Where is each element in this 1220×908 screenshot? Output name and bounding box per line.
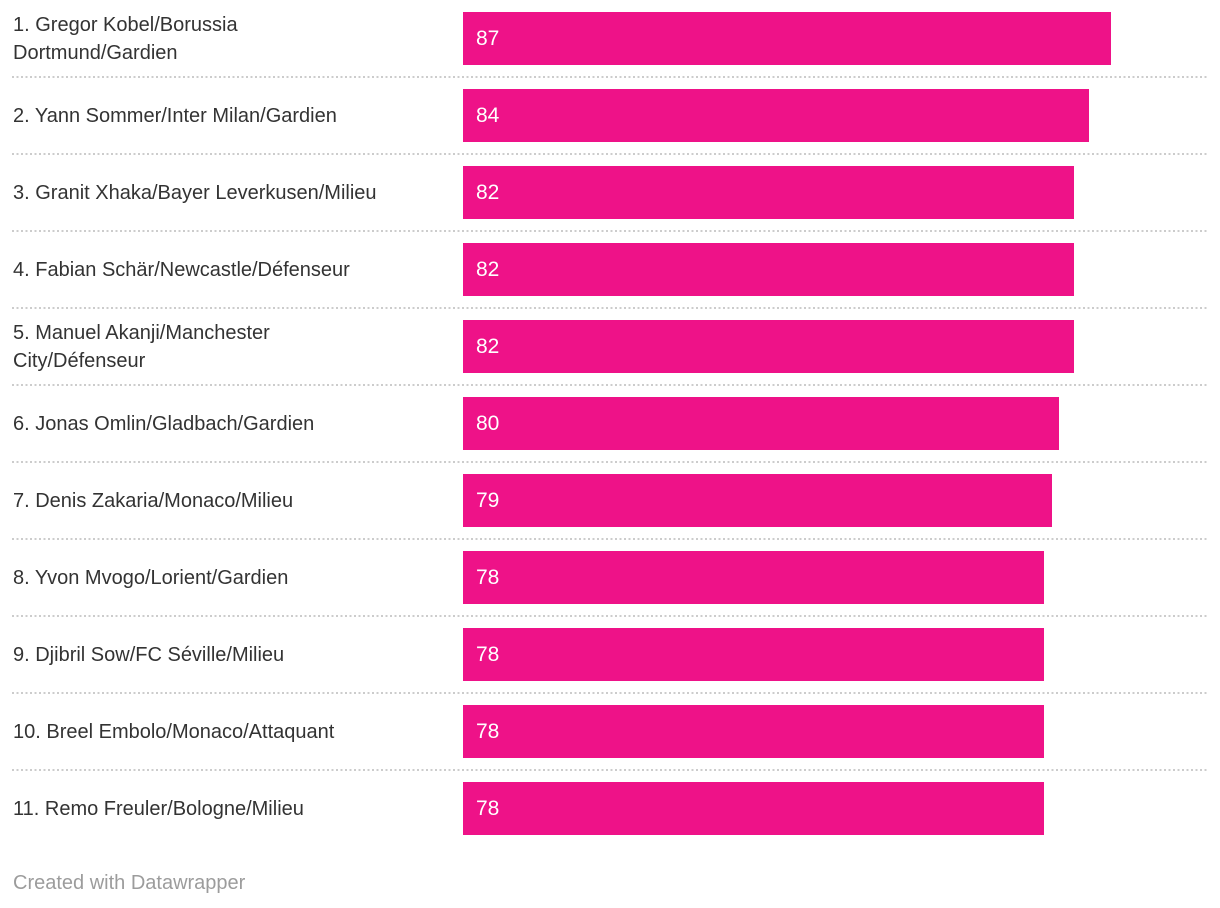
chart-row: 7. Denis Zakaria/⁠Monaco/⁠Milieu 79 [12, 462, 1208, 540]
bar: 87 [463, 12, 1112, 65]
bar: 82 [463, 320, 1074, 373]
bar-area: 80 [463, 397, 1208, 450]
row-label: 6. Jonas Omlin/⁠Gladbach/⁠Gardien [13, 412, 315, 435]
bar: 78 [463, 782, 1045, 835]
row-label: 9. Djibril Sow/⁠FC Séville/⁠Milieu [13, 643, 285, 666]
bar-area: 79 [463, 474, 1208, 527]
bar-value-label: 78 [476, 565, 500, 589]
bar: 82 [463, 166, 1074, 219]
bar-area: 78 [463, 705, 1208, 758]
bar: 82 [463, 243, 1074, 296]
chart-rows: 1. Gregor Kobel/⁠Borussia Dortmund/⁠Gard… [12, 0, 1208, 847]
bar-value-label: 82 [476, 257, 500, 281]
row-label: 3. Granit Xhaka/⁠Bayer Leverkusen/⁠Milie… [13, 181, 377, 204]
row-label: 11. Remo Freuler/⁠Bologne/⁠Milieu [13, 797, 304, 820]
chart-row: 2. Yann Sommer/⁠Inter Milan/⁠Gardien 84 [12, 77, 1208, 155]
chart-row: 3. Granit Xhaka/⁠Bayer Leverkusen/⁠Milie… [12, 154, 1208, 232]
bar-value-label: 82 [476, 334, 500, 358]
bar-area: 78 [463, 551, 1208, 604]
bar: 79 [463, 474, 1052, 527]
bar-value-label: 80 [476, 411, 500, 435]
bar: 78 [463, 551, 1045, 604]
bar-value-label: 78 [476, 796, 500, 820]
row-label: 4. Fabian Schär/⁠Newcastle/⁠Défenseur [13, 258, 350, 281]
bar-area: 84 [463, 89, 1208, 142]
row-label: 10. Breel Embolo/⁠Monaco/⁠Attaquant [13, 720, 335, 743]
bar: 78 [463, 705, 1045, 758]
chart-row: 5. Manuel Akanji/⁠Manchester City/⁠Défen… [12, 308, 1208, 386]
bar-area: 78 [463, 628, 1208, 681]
chart-row: 4. Fabian Schär/⁠Newcastle/⁠Défenseur 82 [12, 231, 1208, 309]
bar-area: 87 [463, 12, 1208, 65]
bar-area: 82 [463, 243, 1208, 296]
bar-value-label: 84 [476, 103, 500, 127]
bar-value-label: 82 [476, 180, 500, 204]
bar-value-label: 78 [476, 642, 500, 666]
bar: 84 [463, 89, 1089, 142]
datawrapper-attribution: Created with Datawrapper [13, 872, 246, 894]
row-label: 8. Yvon Mvogo/⁠Lorient/⁠Gardien [13, 566, 289, 589]
chart-row: 9. Djibril Sow/⁠FC Séville/⁠Milieu 78 [12, 616, 1208, 694]
bar-area: 82 [463, 166, 1208, 219]
bar-value-label: 79 [476, 488, 500, 512]
row-label: 1. Gregor Kobel/⁠Borussia Dortmund/⁠Gard… [13, 13, 238, 64]
chart-row: 8. Yvon Mvogo/⁠Lorient/⁠Gardien 78 [12, 539, 1208, 617]
bar: 80 [463, 397, 1059, 450]
chart-row: 6. Jonas Omlin/⁠Gladbach/⁠Gardien 80 [12, 385, 1208, 463]
row-label: 7. Denis Zakaria/⁠Monaco/⁠Milieu [13, 489, 294, 512]
chart-row: 10. Breel Embolo/⁠Monaco/⁠Attaquant 78 [12, 693, 1208, 771]
bar-value-label: 87 [476, 26, 500, 50]
chart-row: 1. Gregor Kobel/⁠Borussia Dortmund/⁠Gard… [12, 0, 1208, 78]
row-label: 5. Manuel Akanji/⁠Manchester City/⁠Défen… [13, 321, 270, 372]
bar: 78 [463, 628, 1045, 681]
chart-row: 11. Remo Freuler/⁠Bologne/⁠Milieu 78 [13, 770, 1208, 847]
bar-area: 82 [463, 320, 1208, 373]
row-label: 2. Yann Sommer/⁠Inter Milan/⁠Gardien [13, 104, 337, 127]
bar-value-label: 78 [476, 719, 500, 743]
bar-area: 78 [463, 782, 1208, 835]
